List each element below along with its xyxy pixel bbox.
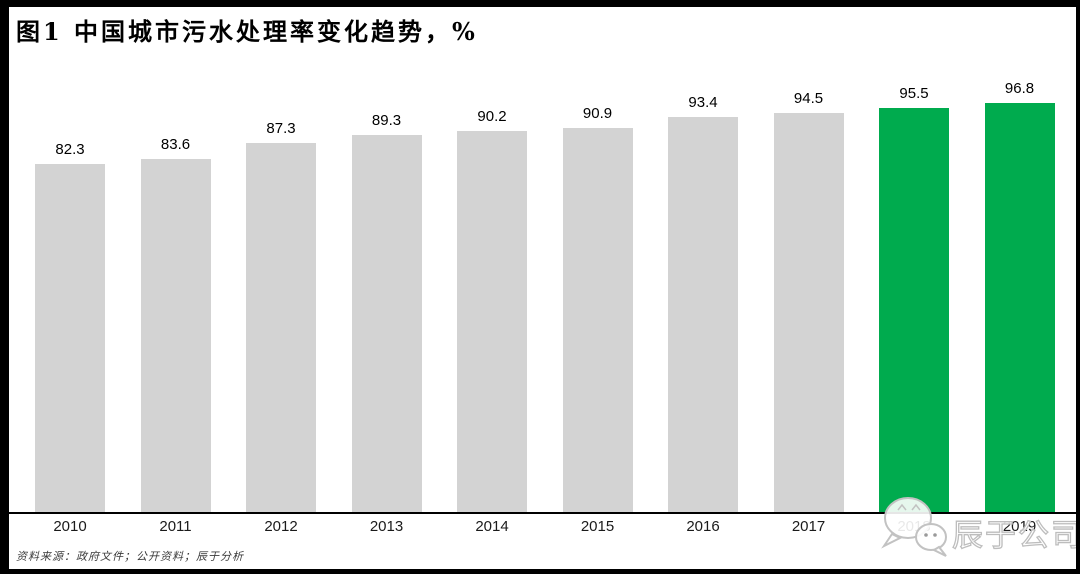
watermark: 辰于公司 [881,497,1076,557]
frame-top-bar [0,0,1080,7]
bar [668,117,738,512]
bar [35,164,105,512]
x-axis-label: 2016 [686,518,720,535]
bar-value-label: 87.3 [266,120,296,137]
bar [562,128,633,512]
x-axis-label: 2019 [1002,518,1037,535]
x-axis-label: 2010 [53,518,87,535]
bar-highlighted [984,103,1055,512]
x-axis-label: 2011 [159,518,192,535]
bar [246,143,316,512]
bar-value-label: 90.2 [477,108,507,125]
source-note: 资料来源：政府文件；公开资料；辰于分析 [16,550,244,563]
bar-value-label: 83.6 [160,136,191,153]
watermark-text: 辰于公司 [952,518,1076,553]
frame-bottom-bar [0,569,1080,574]
x-axis-label: 2013 [369,518,404,535]
x-axis-label: 2014 [475,518,509,535]
wechat-logo-icon [881,497,947,557]
frame-left-bar [0,0,9,574]
x-axis-line [9,512,1076,514]
x-axis-label: 2012 [264,518,298,535]
bar [457,131,527,512]
bar-highlighted [879,108,949,512]
bar [351,135,422,512]
bar-value-label: 82.3 [55,141,85,158]
frame-right-bar [1076,0,1080,574]
bar-value-label: 96.8 [1004,80,1035,97]
chart-title: 图1 中国城市污水处理率变化趋势，% [16,17,478,46]
bar-value-label: 94.5 [793,90,824,107]
bar-value-label: 93.4 [688,94,718,111]
x-axis-label: 2017 [791,518,826,535]
bar-value-label: 89.3 [371,112,402,129]
bar [140,159,211,512]
bar-value-label: 95.5 [899,85,929,102]
bar-value-label: 90.9 [582,105,613,122]
bar [773,113,844,512]
x-axis-label: 2015 [580,518,615,535]
